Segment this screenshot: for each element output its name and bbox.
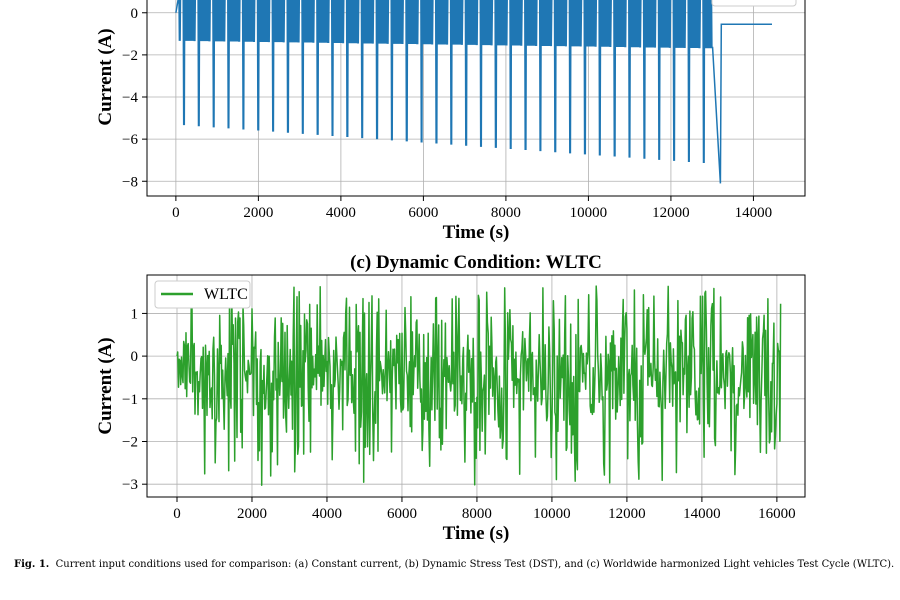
wltc-legend-label: WLTC [204,286,248,303]
figure-canvas: 0 2000 4000 6000 8000 10000 12000 14000−8−6−4−2… [95,0,806,544]
wltc-y-axis-label: Current (A) [95,337,116,434]
x-tick-label: 8000 [462,506,492,522]
x-tick-label: 4000 [312,506,342,522]
x-tick-label: 16000 [758,506,796,522]
x-tick-label: 10000 [533,506,571,522]
y-tick-label: 1 [131,306,139,322]
x-tick-label: 4000 [326,205,356,221]
dst-ticks: 0 2000 4000 6000 8000 10000 12000 14000 −8 −6 −4 −2… [122,6,773,221]
y-tick-label: −4 [122,90,138,106]
wltc-current-series [176,285,782,487]
wltc-plot-area [176,285,782,487]
x-tick-label: 8000 [491,205,521,221]
dst-y-axis-label: Current (A) [95,28,116,125]
x-tick-label: 6000 [408,205,438,221]
wltc-ticks: 0 2000 4000 6000 8000 10000 12000 14000 16000 −3 −… [122,306,796,522]
y-tick-label: −3 [122,477,138,493]
y-tick-label: −6 [122,132,138,148]
y-tick-label: −2 [122,435,138,451]
x-tick-label: 10000 [570,205,608,221]
y-tick-label: −1 [122,392,138,408]
wltc-legend-box [154,280,251,309]
dst-axes-frame [146,0,806,197]
x-tick-label: 6000 [387,506,417,522]
x-tick-label: 12000 [652,205,690,221]
dst-current-series [175,0,772,184]
dst-plot-area [175,0,772,184]
figure-caption-text: Current input conditions used for compar… [55,559,895,570]
x-tick-label: 12000 [608,506,646,522]
figure-caption-label: Fig. 1. [14,559,50,570]
y-tick-label: 0 [131,349,139,365]
x-tick-label: 2000 [237,506,267,522]
wltc-chart: (c) Dynamic Condition: WLTC 0 2000 4000 600… [95,252,806,544]
x-tick-label: 14000 [735,205,773,221]
y-tick-label: −8 [122,174,138,190]
dst-chart: 0 2000 4000 6000 8000 10000 12000 14000 −8 −6 −4 −2… [95,0,806,243]
figure-caption: Fig. 1. Current input conditions used fo… [14,559,894,570]
x-tick-label: 0 [173,506,181,522]
dst-x-axis-label: Time (s) [443,222,510,243]
x-tick-label: 0 [172,205,180,221]
x-tick-label: 14000 [683,506,721,522]
wltc-chart-title: (c) Dynamic Condition: WLTC [350,252,602,273]
dst-legend-box-cropped [711,0,797,7]
y-tick-label: 0 [131,6,139,22]
wltc-axes-frame [146,274,806,498]
x-tick-label: 2000 [243,205,273,221]
wltc-x-axis-label: Time (s) [443,523,510,544]
wltc-legend: WLTC [154,280,251,309]
y-tick-label: −2 [122,48,138,64]
